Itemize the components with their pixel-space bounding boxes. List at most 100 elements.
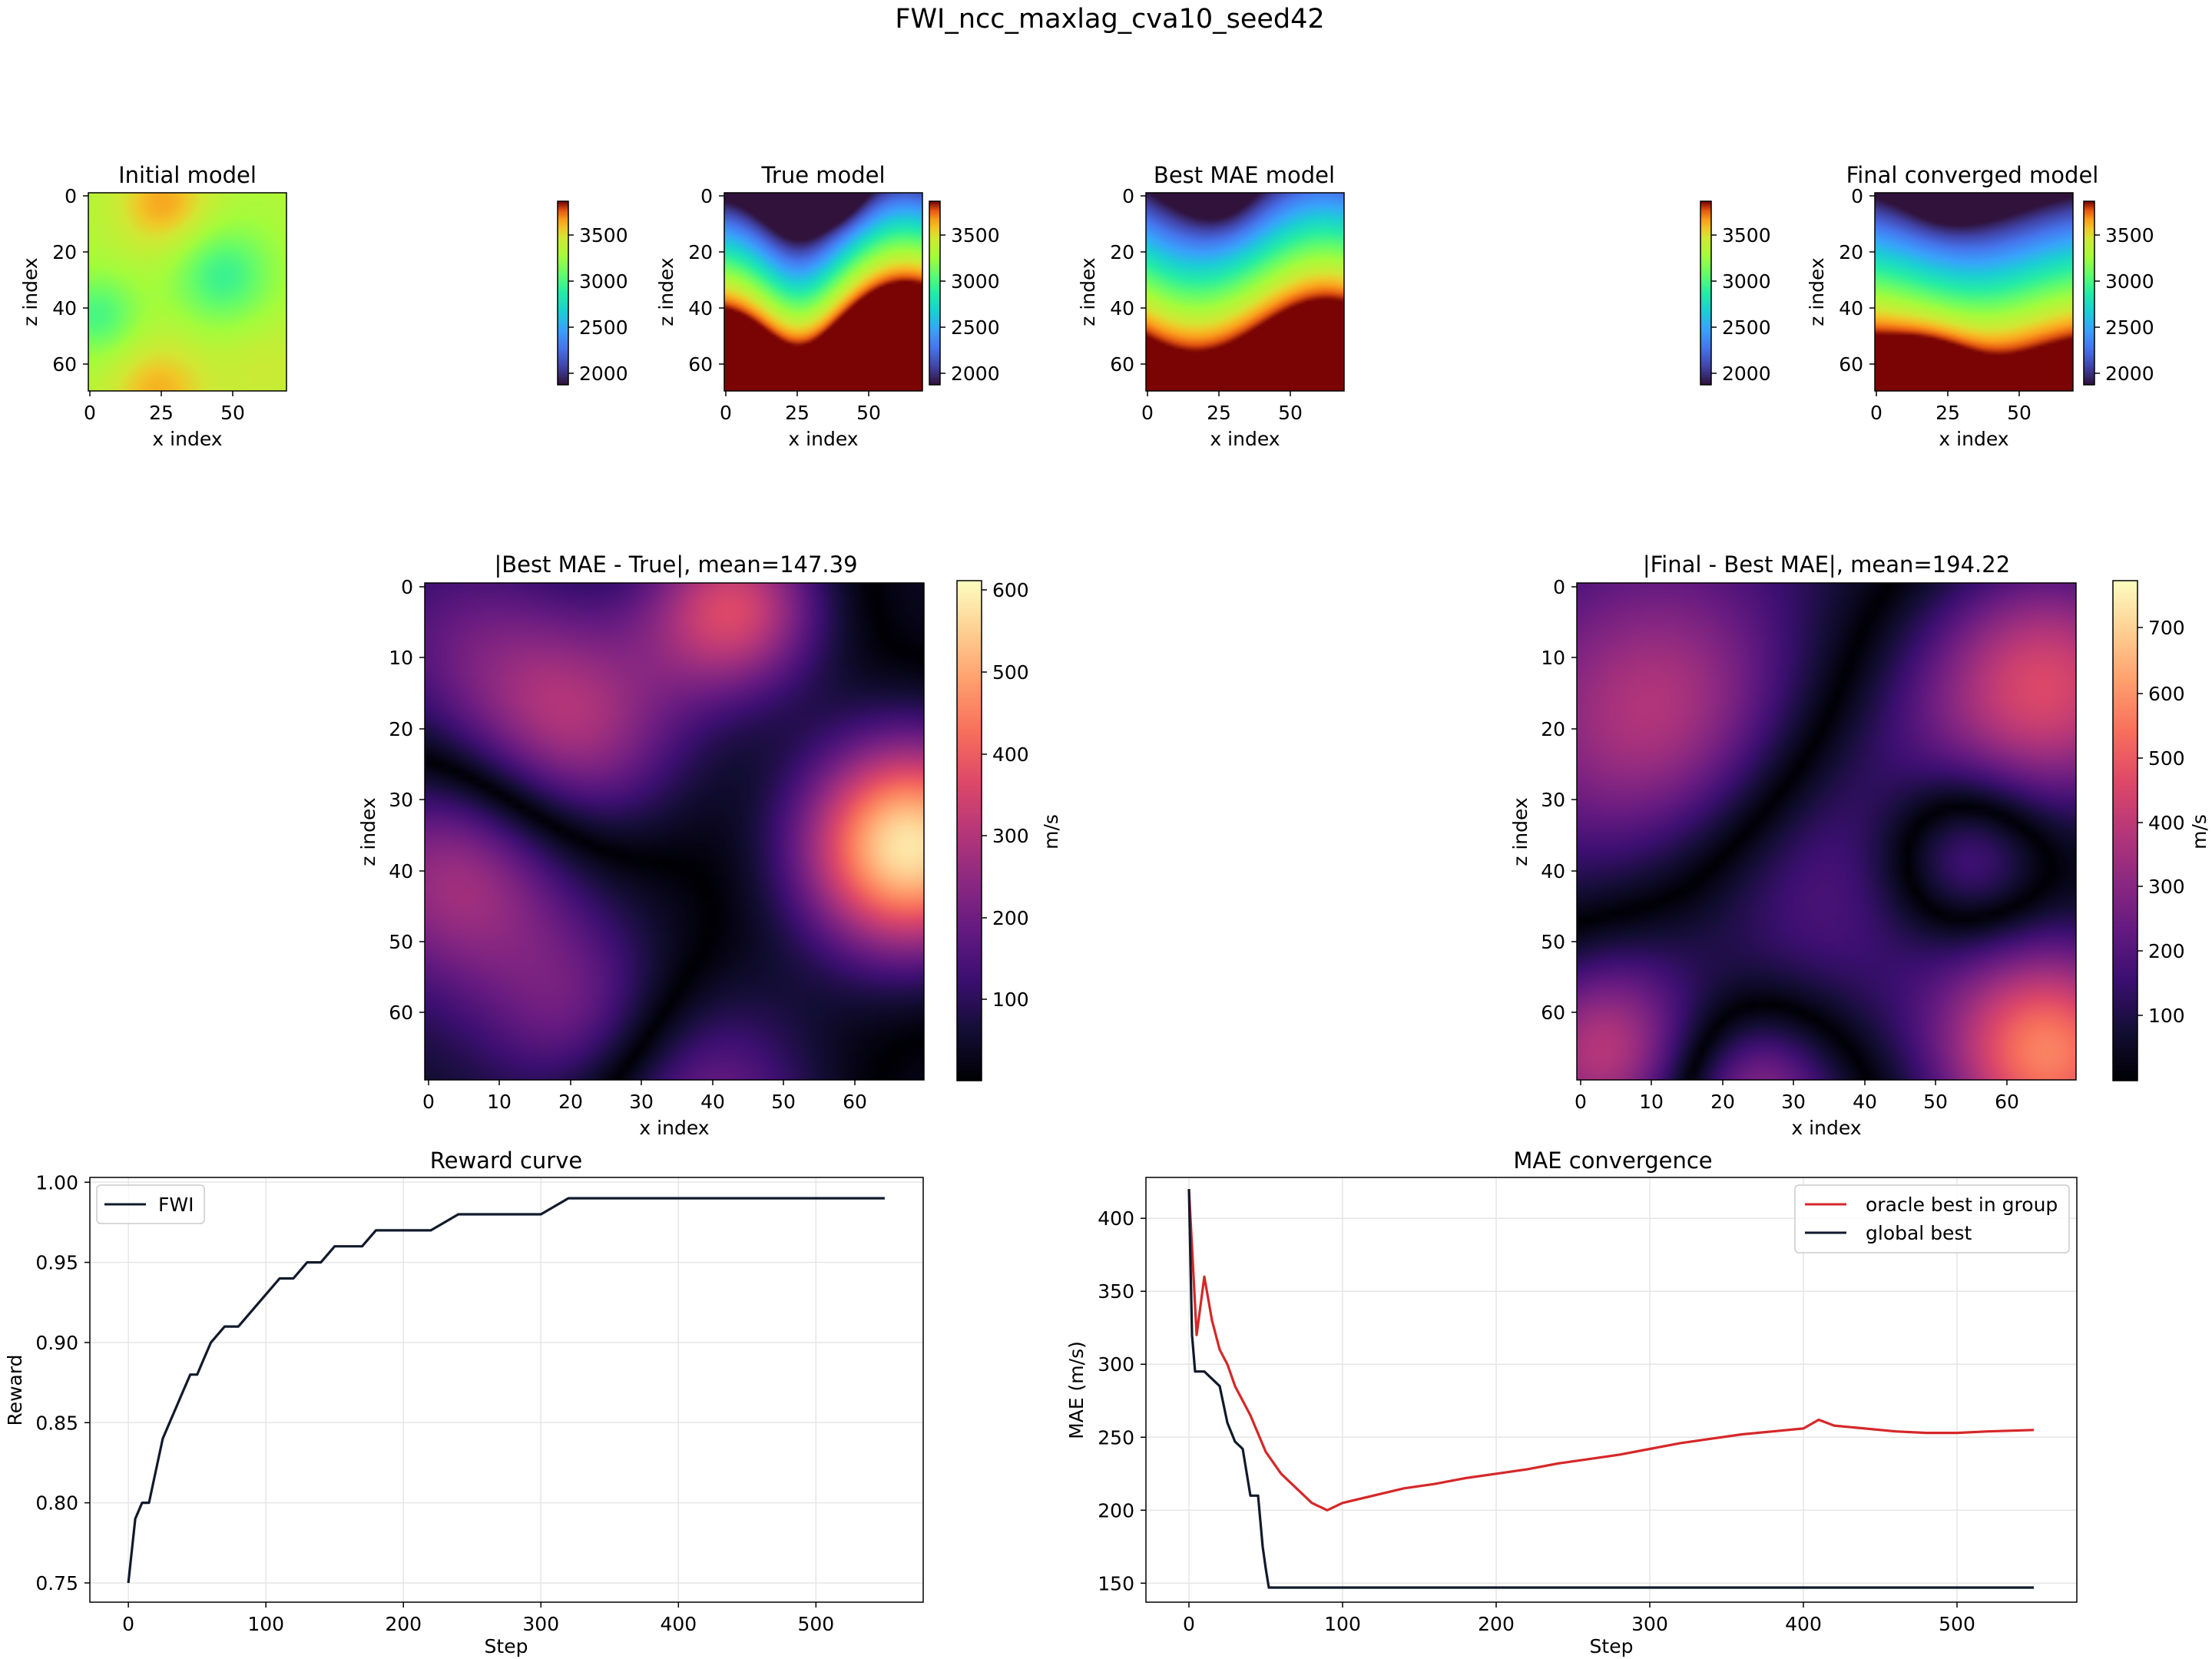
ytick-label: 60 xyxy=(389,1002,413,1024)
diff-best-true-panel: |Best MAE - True|, mean=147.39 0 10 20 3… xyxy=(357,551,925,1139)
xtick-label: 400 xyxy=(1785,1613,1822,1635)
ytick-label: 0.95 xyxy=(35,1252,78,1274)
xtick-label: 0 xyxy=(122,1613,134,1635)
bestmae-model-panel: Best MAE model 0 20 40 60 0 25 50 x inde… xyxy=(1077,162,1345,450)
ytick-label: 0 xyxy=(700,185,713,207)
ytick-label: 30 xyxy=(389,789,413,811)
ytick-label: 0 xyxy=(1553,576,1565,598)
xtick-label: 40 xyxy=(700,1091,725,1113)
xtick-label: 0 xyxy=(1575,1091,1587,1113)
bestmae-model-xticks: 0 25 50 xyxy=(1141,391,1303,424)
reward-curve-series xyxy=(127,1197,885,1584)
diff-final-best-frame xyxy=(1576,582,2077,1081)
diff-final-best-ylabel: z index xyxy=(1509,797,1532,866)
ytick-label: 0 xyxy=(65,185,77,207)
xtick-label: 25 xyxy=(785,402,810,424)
colorbar-tick: 100 xyxy=(2148,1005,2185,1027)
diff-final-best-heatmap xyxy=(1577,583,2076,1080)
colorbar-tick: 200 xyxy=(2148,940,2185,962)
legend-label-fwi: FWI xyxy=(158,1194,194,1216)
final-model-colorbar: 3500 3000 2500 2000 xyxy=(2083,200,2154,386)
colorbar-tick: 300 xyxy=(992,825,1029,847)
xtick-label: 0 xyxy=(1141,402,1154,424)
xtick-label: 50 xyxy=(1923,1091,1948,1113)
diff-best-true-colorbar: 600 500 400 300 200 100 m/s xyxy=(956,579,1062,1081)
diff-final-best-yticks: 0 10 20 30 40 50 60 xyxy=(1541,576,1577,1024)
colorbar-tick: 3000 xyxy=(579,270,628,293)
colorbar-tick: 2500 xyxy=(579,316,628,339)
ytick-label: 20 xyxy=(688,241,713,263)
bestmae-model-ylabel: z index xyxy=(1077,257,1099,326)
ytick-label: 60 xyxy=(1541,1002,1565,1024)
ytick-label: 40 xyxy=(688,297,713,320)
ytick-label: 300 xyxy=(1098,1353,1134,1376)
final-model-xticks: 0 25 50 xyxy=(1870,391,2032,424)
ytick-label: 40 xyxy=(1110,297,1134,320)
true-model-panel: True model 0 20 40 60 0 25 50 x index z … xyxy=(655,162,923,450)
xtick-label: 0 xyxy=(720,402,732,424)
xtick-label: 25 xyxy=(1936,402,1960,424)
colorbar-gradient xyxy=(929,201,940,385)
mae-convergence-ylabel: MAE (m/s) xyxy=(1065,1341,1088,1439)
diff-best-true-title: |Best MAE - True|, mean=147.39 xyxy=(494,551,857,578)
colorbar-tick: 600 xyxy=(2148,683,2185,705)
colorbar-tick: 500 xyxy=(992,661,1029,684)
xtick-label: 40 xyxy=(1853,1091,1877,1113)
ytick-label: 40 xyxy=(389,860,413,882)
ytick-label: 20 xyxy=(1110,241,1134,263)
ytick-label: 50 xyxy=(389,931,413,953)
series-line-fwi xyxy=(127,1197,885,1584)
mae-convergence-panel: MAE convergence 0 100 200 300 400 500 40… xyxy=(1065,1147,2078,1657)
colorbar-gradient xyxy=(1700,201,1711,385)
bestmae-model-colorbar: 3500 3000 2500 2000 xyxy=(1700,200,1771,386)
diff-final-best-colorbar: 700 600 500 400 300 200 100 m/s xyxy=(2112,580,2210,1081)
xtick-label: 20 xyxy=(1710,1091,1735,1113)
colorbar-tick: 2000 xyxy=(579,363,628,385)
ytick-label: 60 xyxy=(1839,353,1863,376)
legend-label-global: global best xyxy=(1866,1222,1972,1244)
xtick-label: 10 xyxy=(487,1091,512,1113)
colorbar-tick: 3500 xyxy=(951,224,1000,247)
xtick-label: 500 xyxy=(797,1613,834,1635)
diff-best-true-heatmap xyxy=(425,583,924,1080)
legend-label-oracle: oracle best in group xyxy=(1866,1194,2058,1216)
ytick-label: 40 xyxy=(1839,297,1863,320)
xtick-label: 25 xyxy=(149,402,174,424)
colorbar-tick: 3500 xyxy=(579,224,628,247)
reward-curve-panel: Reward curve 0 100 200 300 400 500 1.00 … xyxy=(4,1147,924,1657)
reward-curve-yticks: 1.00 0.95 0.90 0.85 0.80 0.75 xyxy=(35,1171,78,1594)
xtick-label: 500 xyxy=(1939,1613,1975,1635)
colorbar-gradient xyxy=(2084,201,2094,385)
xtick-label: 20 xyxy=(558,1091,583,1113)
bestmae-model-frame xyxy=(1145,192,1345,392)
xtick-label: 30 xyxy=(1781,1091,1806,1113)
xtick-label: 50 xyxy=(220,402,245,424)
diff-best-true-xticks: 0 10 20 30 40 50 60 xyxy=(422,1080,867,1113)
xtick-label: 60 xyxy=(1995,1091,2019,1113)
xtick-label: 100 xyxy=(1324,1613,1361,1635)
initial-model-yticks: 0 20 40 60 xyxy=(52,185,88,376)
ytick-label: 200 xyxy=(1098,1499,1134,1522)
ytick-label: 10 xyxy=(1541,647,1565,669)
xtick-label: 0 xyxy=(84,402,96,424)
colorbar-label: m/s xyxy=(1040,814,1062,849)
ytick-label: 150 xyxy=(1098,1572,1134,1594)
mae-convergence-series xyxy=(1187,1189,2035,1589)
mae-convergence-xticks: 0 100 200 300 400 500 xyxy=(1183,1613,1975,1635)
colorbar-tick: 700 xyxy=(2148,617,2185,639)
diff-best-true-ylabel: z index xyxy=(357,797,379,866)
colorbar-gradient xyxy=(957,581,982,1081)
final-model-xlabel: x index xyxy=(1939,428,2008,450)
colorbar-tick: 2500 xyxy=(2105,316,2154,339)
reward-curve-xlabel: Step xyxy=(485,1635,528,1657)
xtick-label: 50 xyxy=(771,1091,796,1113)
colorbar-tick: 2000 xyxy=(2105,363,2154,385)
ytick-label: 0.75 xyxy=(35,1572,78,1594)
xtick-label: 50 xyxy=(2007,402,2032,424)
colorbar-tick: 400 xyxy=(2148,812,2185,834)
ytick-label: 20 xyxy=(1541,718,1565,740)
figure-title: FWI_ncc_maxlag_cva10_seed42 xyxy=(895,4,1324,35)
mae-convergence-title: MAE convergence xyxy=(1513,1147,1712,1174)
colorbar-tick: 200 xyxy=(992,907,1029,929)
colorbar-tick: 3000 xyxy=(951,270,1000,293)
